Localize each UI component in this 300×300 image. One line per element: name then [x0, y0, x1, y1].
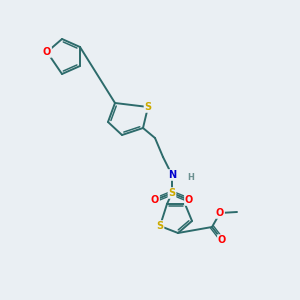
- Text: O: O: [185, 195, 193, 205]
- Text: O: O: [218, 235, 226, 245]
- Text: O: O: [216, 208, 224, 218]
- Text: S: S: [168, 188, 175, 198]
- Text: S: S: [156, 221, 164, 231]
- Text: S: S: [144, 102, 152, 112]
- Text: O: O: [43, 47, 51, 57]
- Text: N: N: [168, 170, 176, 180]
- Text: H: H: [188, 173, 194, 182]
- Text: O: O: [151, 195, 159, 205]
